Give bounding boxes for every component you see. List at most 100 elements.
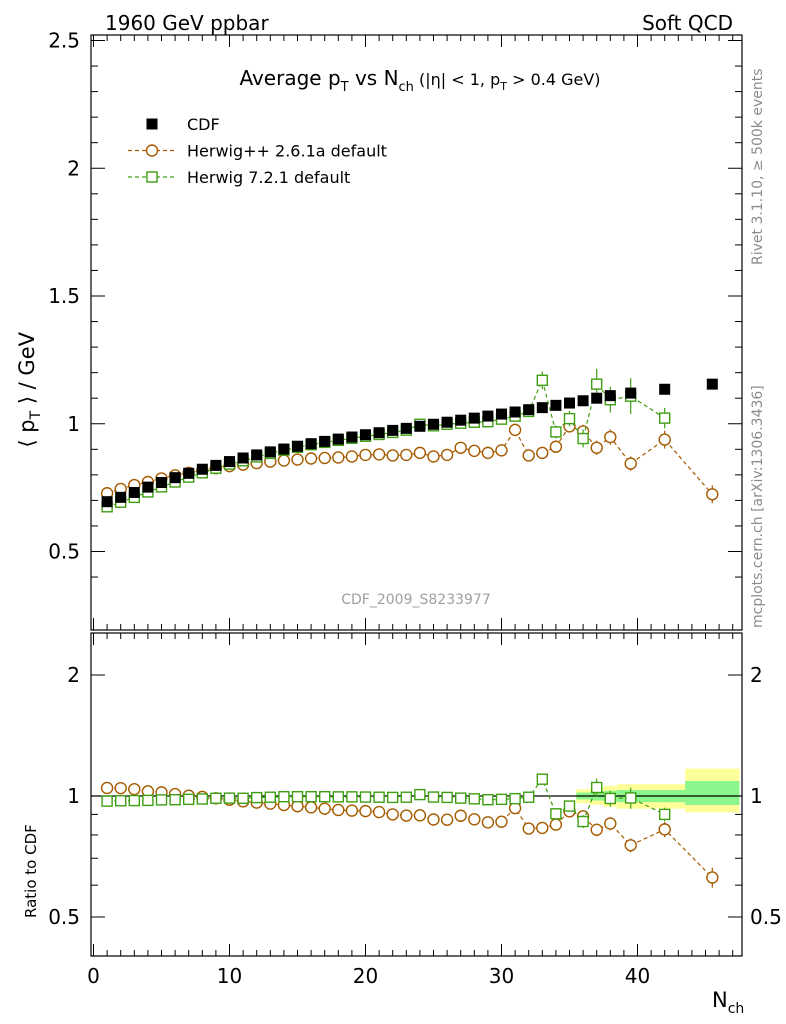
herwigpp-point [522, 449, 535, 462]
herwig7-ratio-point [563, 800, 576, 812]
herwigpp-point [604, 430, 617, 444]
cdf-point [455, 414, 467, 426]
herwig7-ratio-point [101, 795, 113, 807]
main-ylabel: ⟨ pT ⟩ / GeV [15, 331, 44, 447]
cdf-point [414, 420, 426, 432]
cdf-point [428, 418, 439, 430]
herwigpp-ratio-point [624, 839, 637, 852]
herwig7-ratio-point [114, 795, 127, 807]
cdf-point [251, 449, 263, 461]
herwig7-ratio-point [169, 794, 181, 806]
cdf-point [278, 443, 290, 455]
cdf-point [509, 406, 521, 418]
analysis-watermark: CDF_2009_S8233977 [341, 592, 490, 608]
herwig7-ratio-point [387, 791, 399, 804]
legend-label-herwigpp: Herwig++ 2.6.1a default [187, 142, 387, 161]
herwigpp-point [291, 453, 304, 466]
herwigpp-point [277, 454, 291, 467]
herwigpp-point [345, 450, 359, 463]
herwigpp-point [427, 450, 440, 463]
herwig7-point [659, 412, 671, 424]
herwig7-ratio-point [414, 788, 426, 801]
cdf-point [169, 472, 181, 484]
y-tick-label: 2.5 [48, 29, 80, 53]
herwig7-ratio-point [278, 790, 290, 803]
legend-marker-herwig7 [146, 171, 158, 183]
herwig7-ratio-point [346, 791, 358, 803]
ratio-frame [90, 632, 743, 957]
herwigpp-ratio-point [536, 821, 549, 835]
ratio-ylabel: Ratio to CDF [22, 824, 40, 918]
header-energy: 1960 GeV ppbar [105, 11, 269, 35]
herwig7-ratio-point [155, 794, 168, 806]
herwigpp-point [372, 448, 386, 461]
herwigpp-ratio-point [413, 809, 427, 822]
ratio-y-tick-label: 0.5 [48, 905, 80, 929]
herwig7-ratio-point [373, 791, 385, 803]
herwig7-ratio-point [468, 793, 480, 805]
herwigpp-ratio-point [386, 808, 399, 821]
herwig7-ratio-point [604, 792, 616, 805]
x-axis-label: Nch [712, 988, 744, 1017]
herwigpp-ratio-point [706, 871, 719, 884]
cdf-point [101, 496, 113, 508]
legend-marker-herwigpp [145, 144, 159, 157]
herwig7-ratio-point [305, 790, 317, 803]
y-tick-label: 1.5 [48, 284, 80, 308]
herwig7-ratio-point [625, 792, 637, 804]
herwig7-ratio-point [237, 792, 249, 804]
herwigpp-point [400, 448, 413, 462]
herwigpp-ratio-point [468, 813, 481, 826]
herwig7-ratio-point [509, 792, 521, 805]
main-frame [90, 34, 743, 631]
herwig7-ratio-point [319, 790, 331, 803]
x-tick-label: 30 [489, 964, 514, 988]
legend-marker-cdf [146, 118, 158, 130]
cdf-point [210, 459, 222, 471]
x-tick-label: 40 [625, 964, 650, 988]
herwigpp-point [481, 446, 495, 460]
herwig7-point [563, 412, 576, 425]
ratio-y-tick-label: 2 [67, 663, 80, 687]
ratio-y-tick-label-right: 2 [750, 663, 763, 687]
herwig7-ratio-point [359, 791, 372, 803]
cdf-point [305, 438, 317, 450]
cdf-point [706, 378, 718, 390]
herwigpp-point [495, 444, 508, 457]
cdf-point [536, 402, 548, 414]
herwigpp-point [536, 446, 549, 460]
herwigpp-point [304, 452, 318, 465]
main-panel: 0.5 1 1.5 2 2.5 [48, 29, 743, 631]
herwigpp-point [413, 446, 427, 460]
herwigpp-ratio-point [495, 815, 508, 828]
herwig7-point [591, 378, 603, 390]
herwigpp-ratio-point [400, 809, 413, 822]
cdf-point [142, 481, 154, 493]
cdf-point [224, 456, 235, 468]
uncertainty-band-inner [685, 780, 740, 805]
herwig7-point [550, 426, 562, 438]
herwig7-ratio-point [182, 793, 195, 806]
herwigpp-ratio-point [128, 782, 141, 796]
herwigpp-ratio-point [332, 803, 345, 817]
herwigpp-ratio-point [658, 823, 671, 836]
herwigpp-ratio-point [114, 781, 127, 795]
ratio-y-tick-label: 1 [67, 784, 80, 808]
herwigpp-ratio-point [549, 818, 563, 831]
herwig7-ratio-point [577, 815, 589, 828]
herwig7-ratio-point [523, 791, 535, 803]
ratio-panel: 0.5 0.51 12 20 10 20 30 40 [48, 632, 782, 988]
cdf-point [625, 387, 637, 399]
cdf-point [577, 395, 589, 407]
header-category: Soft QCD [642, 11, 733, 35]
cdf-point [523, 404, 535, 416]
cdf-point [482, 410, 494, 422]
cdf-point [346, 431, 358, 443]
legend-label-herwig7: Herwig 7.2.1 default [187, 168, 350, 187]
cdf-point [564, 397, 575, 409]
herwig7-point [577, 432, 589, 445]
y-tick-label: 1 [67, 412, 80, 436]
cdf-point [332, 433, 344, 445]
herwig7-line [106, 378, 666, 508]
